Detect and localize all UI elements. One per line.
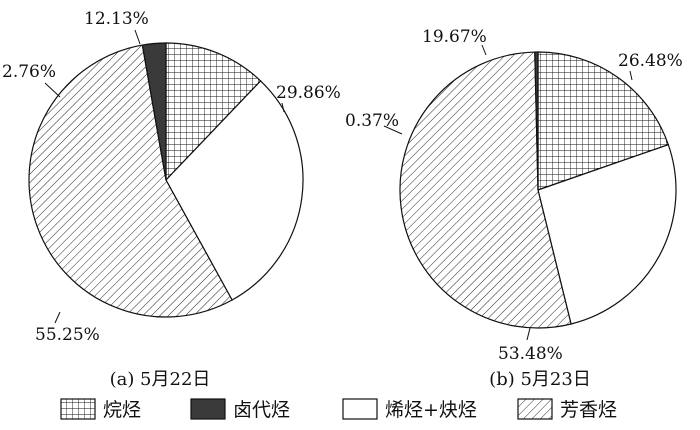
legend-label-aromatics: 芳香烃	[560, 399, 617, 421]
pie-a-leader-alkanes	[134, 29, 141, 45]
pie-a-slice-aromatics	[28, 44, 233, 318]
pie-a-slice-alkanes	[165, 42, 262, 182]
legend-swatch-alkanes	[60, 398, 96, 420]
pie-chart-a: 12.13% 29.86% 55.25% 2.76%	[2, 9, 341, 345]
pie-a-label-alkenes-alkynes: 29.86%	[276, 83, 341, 103]
legend-swatch-halogenated	[190, 398, 226, 420]
legend-label-alkenes-alkynes: 烯烃+炔烃	[385, 399, 477, 421]
caption-a: (a) 5月22日	[110, 369, 211, 390]
pie-a-slice-halogenated	[141, 42, 167, 181]
legend-swatch-alkenes-alkynes	[342, 398, 378, 420]
pie-b-leader-aromatics	[526, 327, 531, 341]
pie-a-leader-aromatics	[54, 311, 61, 324]
pie-b-leader-halogenated	[383, 125, 403, 135]
legend-label-halogenated: 卤代烃	[233, 399, 290, 421]
legend-label-alkanes: 烷烃	[103, 399, 141, 421]
pie-a-leader-halogenated	[44, 82, 61, 98]
pie-b-slice-halogenated	[534, 51, 539, 191]
pie-a-leader-alkenes-alkynes	[281, 102, 285, 113]
pie-a-label-halogenated: 2.76%	[2, 62, 56, 82]
pie-b-leader-alkenes-alkynes	[629, 70, 633, 81]
pie-b-slice-alkenes-alkynes	[537, 143, 677, 325]
pie-b-label-halogenated: 0.37%	[345, 111, 399, 131]
legend: 烷烃 卤代烃 烯烃+炔烃 芳香烃	[60, 398, 617, 421]
pie-a-label-aromatics: 55.25%	[35, 325, 100, 345]
pie-b-label-aromatics: 53.48%	[498, 344, 563, 364]
caption-b: (b) 5月23日	[489, 369, 591, 390]
pie-chart-b: 19.67% 26.48% 53.48% 0.37%	[345, 27, 683, 364]
pie-b-label-alkenes-alkynes: 26.48%	[618, 51, 683, 71]
legend-swatch-aromatics	[517, 398, 553, 420]
pie-b-slice-aromatics	[399, 51, 572, 329]
pie-a-label-alkanes: 12.13%	[84, 9, 149, 29]
pie-b-leader-alkanes	[481, 44, 487, 56]
pie-a-slice-alkenes-alkynes	[165, 80, 304, 301]
pie-b-label-alkanes: 19.67%	[422, 27, 487, 47]
